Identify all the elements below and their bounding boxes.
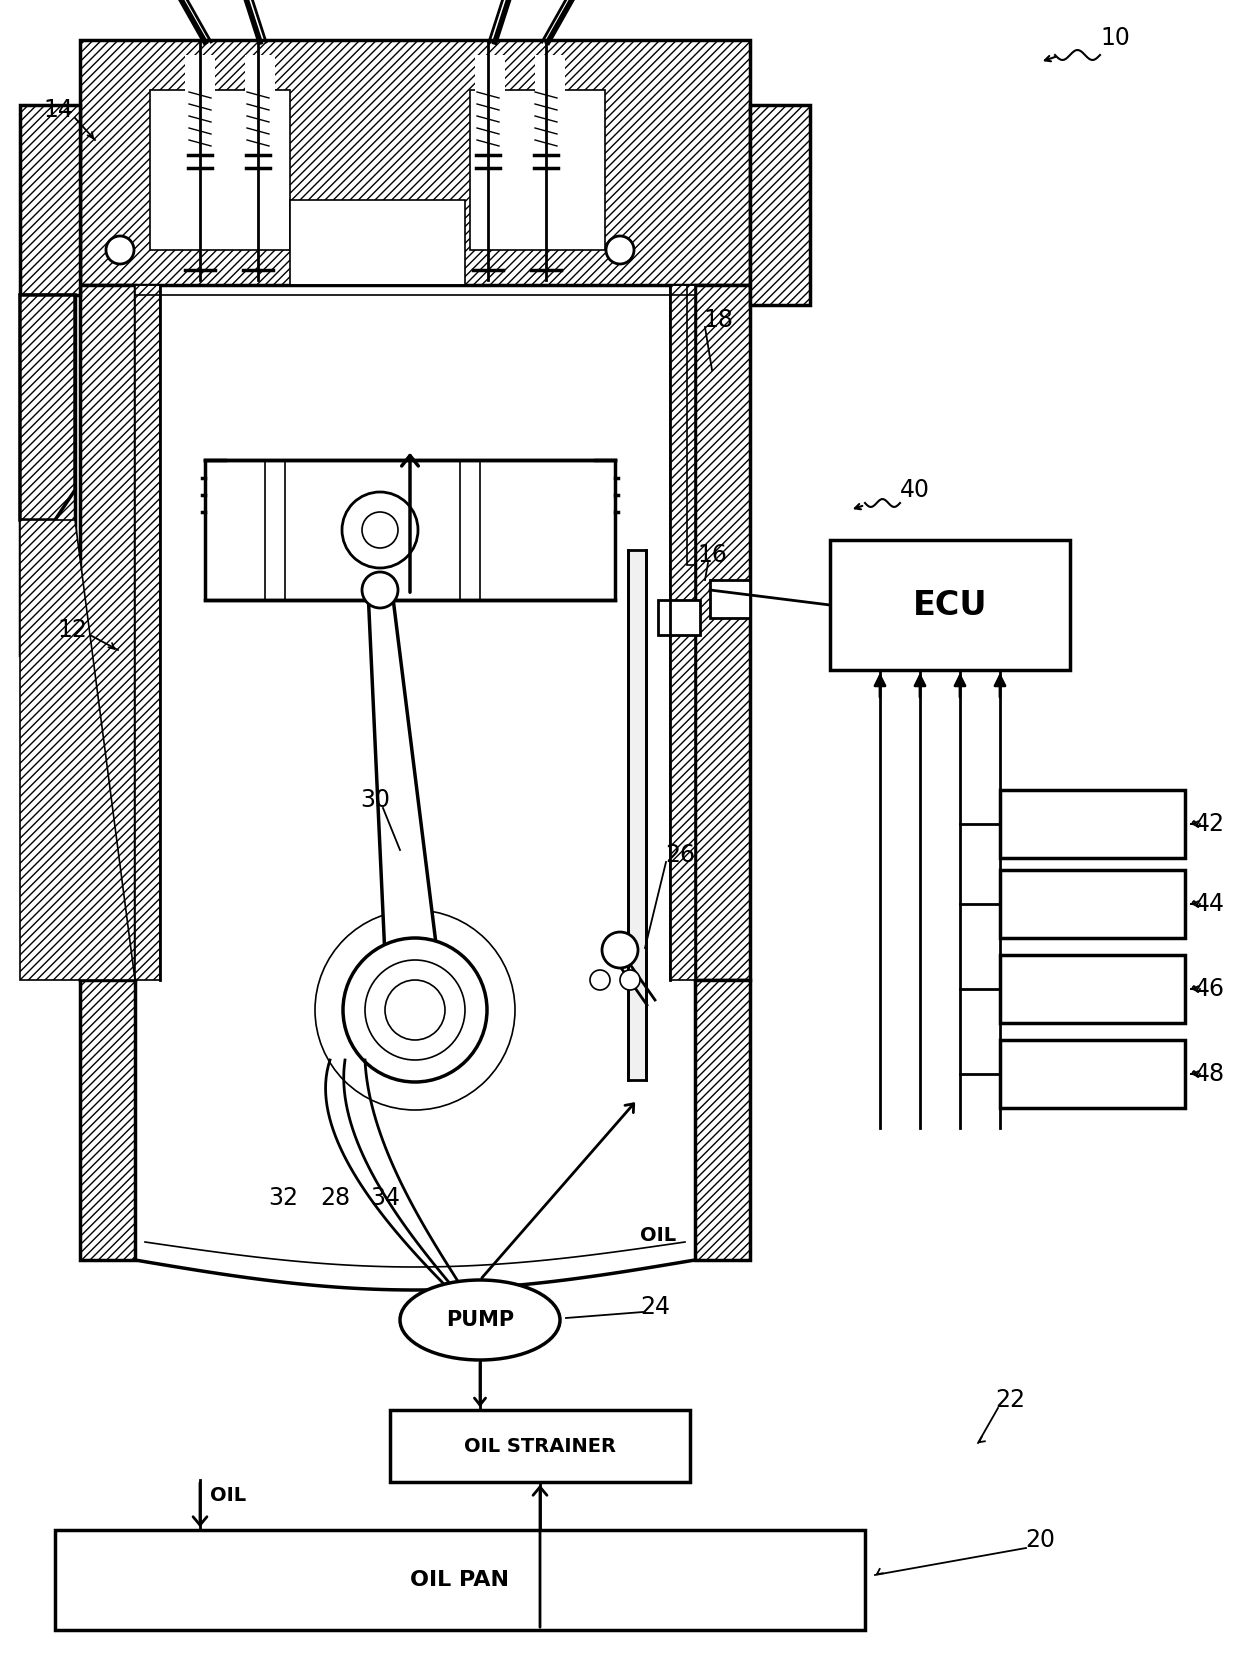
Bar bbox=[81, 980, 135, 1260]
Bar bbox=[20, 295, 74, 655]
Bar bbox=[694, 285, 750, 980]
Bar bbox=[135, 285, 160, 980]
Text: PUMP: PUMP bbox=[446, 1310, 515, 1330]
Bar bbox=[470, 90, 605, 250]
Bar bbox=[999, 1040, 1185, 1109]
Text: ECU: ECU bbox=[913, 588, 987, 622]
Bar bbox=[670, 285, 694, 980]
Text: OIL STRAINER: OIL STRAINER bbox=[464, 1437, 616, 1455]
Circle shape bbox=[606, 237, 634, 263]
Text: 10: 10 bbox=[1100, 27, 1130, 50]
Text: OIL PAN: OIL PAN bbox=[410, 1570, 510, 1590]
Bar bbox=[290, 200, 465, 285]
Circle shape bbox=[590, 970, 610, 990]
Bar bbox=[999, 955, 1185, 1024]
Polygon shape bbox=[20, 520, 135, 980]
Bar bbox=[627, 550, 646, 1080]
Text: 14: 14 bbox=[43, 98, 73, 122]
Text: 42: 42 bbox=[1195, 812, 1225, 835]
Bar bbox=[55, 1530, 866, 1630]
Polygon shape bbox=[20, 295, 74, 520]
Text: 48: 48 bbox=[1195, 1062, 1225, 1085]
Circle shape bbox=[620, 970, 640, 990]
Text: OIL: OIL bbox=[640, 1225, 676, 1245]
Text: 12: 12 bbox=[57, 618, 87, 642]
Text: 34: 34 bbox=[370, 1185, 401, 1210]
Bar bbox=[246, 55, 275, 195]
Bar bbox=[81, 285, 135, 980]
Text: 32: 32 bbox=[268, 1185, 298, 1210]
Bar bbox=[750, 105, 810, 305]
Text: 16: 16 bbox=[697, 543, 727, 567]
Text: 22: 22 bbox=[994, 1389, 1025, 1412]
Text: 44: 44 bbox=[1195, 892, 1225, 915]
Circle shape bbox=[105, 237, 134, 263]
Bar bbox=[81, 40, 750, 285]
Text: 40: 40 bbox=[900, 478, 930, 502]
Text: 26: 26 bbox=[665, 844, 694, 867]
Bar bbox=[475, 55, 505, 195]
Text: 30: 30 bbox=[360, 788, 391, 812]
Circle shape bbox=[362, 572, 398, 608]
Bar bbox=[150, 90, 290, 250]
Text: 18: 18 bbox=[703, 308, 733, 332]
Text: 24: 24 bbox=[640, 1295, 670, 1319]
Text: 28: 28 bbox=[320, 1185, 350, 1210]
Bar bbox=[999, 870, 1185, 939]
Bar bbox=[711, 580, 750, 618]
Bar bbox=[999, 790, 1185, 859]
Text: 20: 20 bbox=[1025, 1529, 1055, 1552]
Bar bbox=[391, 1410, 689, 1482]
Bar bbox=[205, 460, 615, 600]
Circle shape bbox=[601, 932, 639, 969]
Circle shape bbox=[343, 939, 487, 1082]
Polygon shape bbox=[368, 590, 443, 1020]
Text: 46: 46 bbox=[1195, 977, 1225, 1000]
Bar bbox=[658, 600, 701, 635]
Bar bbox=[694, 980, 750, 1260]
Text: OIL: OIL bbox=[210, 1485, 246, 1505]
Bar bbox=[534, 55, 565, 195]
Bar bbox=[830, 540, 1070, 670]
Ellipse shape bbox=[401, 1280, 560, 1360]
Bar bbox=[687, 285, 694, 565]
Bar bbox=[185, 55, 215, 195]
Bar bbox=[20, 105, 81, 295]
